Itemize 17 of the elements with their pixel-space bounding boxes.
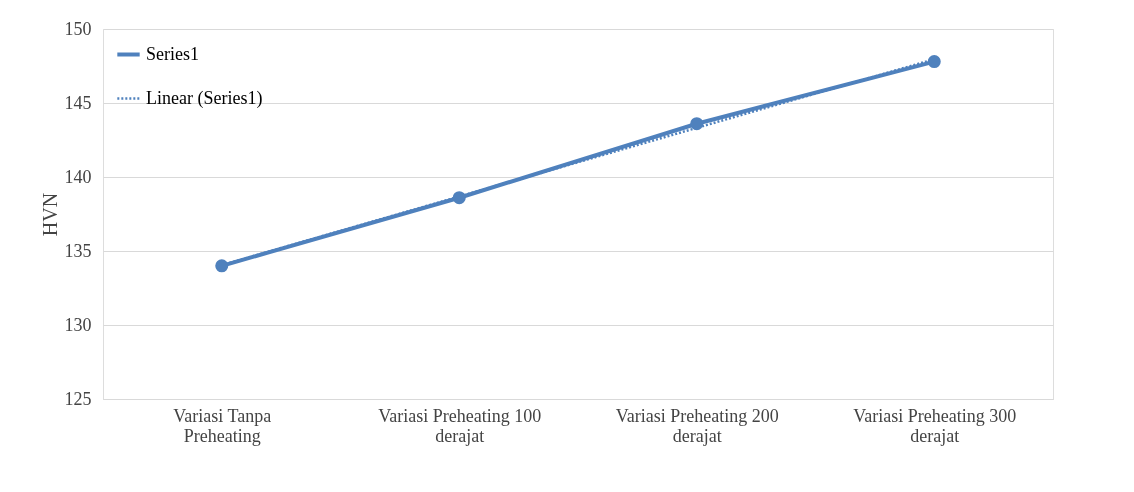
y-tick-label: 140 — [64, 166, 92, 187]
y-tick-label: 145 — [64, 92, 92, 113]
y-tick-label: 130 — [64, 314, 92, 335]
point — [927, 55, 941, 69]
x-tick-label: Variasi Tanpa Preheating — [173, 405, 272, 446]
point — [215, 259, 229, 273]
legend-label: Linear (Series1) — [146, 87, 263, 109]
point — [452, 191, 466, 205]
y-tick-label: 150 — [64, 18, 92, 39]
point — [690, 117, 704, 131]
y-axis-title: HVN — [38, 192, 61, 237]
y-tick-label: 135 — [64, 240, 92, 261]
x-tick-label: Variasi Preheating 100 derajat — [378, 405, 542, 446]
x-tick-label: Variasi Preheating 300 derajat — [853, 405, 1017, 446]
legend-label: Series1 — [146, 43, 199, 64]
x-tick-label: Variasi Preheating 200 derajat — [615, 405, 779, 446]
y-tick-label: 125 — [64, 388, 92, 409]
